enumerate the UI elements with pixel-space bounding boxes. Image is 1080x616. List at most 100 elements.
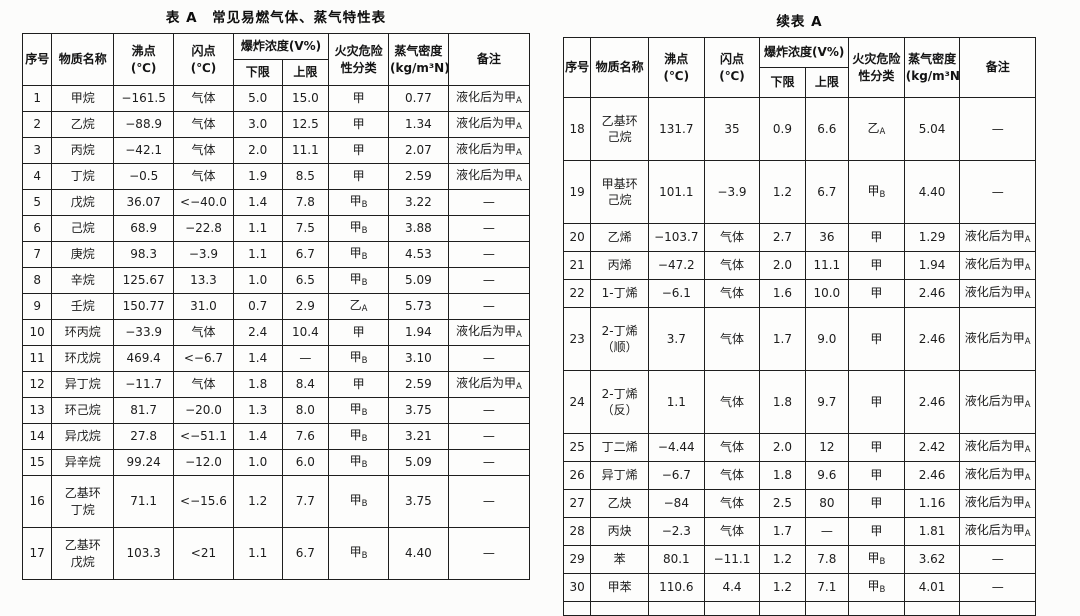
cell: 丙烷 <box>51 137 115 164</box>
cell: — <box>959 573 1036 602</box>
cell: 1.16 <box>903 489 961 518</box>
cell: 丁烷 <box>51 163 115 190</box>
cell: 甲B <box>328 449 389 476</box>
table-row: 8 辛烷 125.67 13.3 1.0 6.5 甲B 5.09— <box>21 267 531 294</box>
cell: 乙A <box>328 293 389 320</box>
cell: 甲烷 <box>51 85 115 112</box>
cell: 1-丁烯 <box>590 279 649 308</box>
cell: 98.3 <box>113 241 175 268</box>
table-row: 26 异丁烯 −6.7 气体 1.8 9.6 甲 2.46 液化后为甲A <box>562 461 1036 490</box>
cell: 气体 <box>703 461 761 490</box>
cell: −6.7 <box>647 461 705 490</box>
cell: 甲 <box>848 307 905 371</box>
header-lower-limit: 下限 <box>232 59 283 86</box>
cell: 1.4 <box>232 423 283 450</box>
cell: 11 <box>21 345 53 372</box>
table-a-continued-title: 续表 A <box>776 14 823 30</box>
cell: 11.1 <box>804 251 850 280</box>
cell: 15 <box>21 449 53 476</box>
cell: — <box>447 241 531 268</box>
cell: 10 <box>21 319 53 346</box>
cell: −12.0 <box>173 449 234 476</box>
cell: 2.46 <box>903 461 961 490</box>
cell: 甲 <box>848 223 905 252</box>
cell: 2.46 <box>903 279 961 308</box>
cell: 21 <box>562 251 592 280</box>
cell: 甲B <box>328 241 389 268</box>
cell: 2.59 <box>387 163 449 190</box>
cell: −42.1 <box>113 137 175 164</box>
cell: 20 <box>562 223 592 252</box>
cell: — <box>447 527 531 580</box>
cell: 469.4 <box>113 345 175 372</box>
cell: 甲 <box>848 370 905 434</box>
cell: 1.1 <box>232 241 283 268</box>
cell: 气体 <box>173 371 234 398</box>
table-row: 5 戊烷 36.07 <−40.0 1.4 7.8 甲B 3.22— <box>21 189 531 216</box>
cell: −3.9 <box>703 160 761 224</box>
table-row: 9 壬烷 150.77 31.0 0.7 2.9 乙A 5.73— <box>21 293 531 320</box>
cell: 24 <box>562 370 592 434</box>
cell: 甲 <box>848 461 905 490</box>
table-row: 23 2-丁烯 （顺） 3.7 气体 1.7 9.0 甲 2.46 液化后为甲A <box>562 307 1036 371</box>
cell: 液化后为甲A <box>959 279 1036 308</box>
cell: 5.73 <box>387 293 449 320</box>
table-row: 10 环丙烷 −33.9 气体 2.4 10.4 甲 1.94 液化后为甲A <box>21 319 531 346</box>
cell: — <box>804 517 850 546</box>
table-row: 4 丁烷 −0.5 气体 1.9 8.5 甲 2.59 液化后为甲A <box>21 163 531 190</box>
cell: 3.75 <box>387 475 449 528</box>
cell: 6 <box>21 215 53 242</box>
cell: 25 <box>562 433 592 462</box>
cell: 3.0 <box>232 111 283 138</box>
cell: 2-丁烯 （顺） <box>590 307 649 371</box>
cell: 气体 <box>173 137 234 164</box>
cell: 液化后为甲A <box>959 251 1036 280</box>
table-a: 序号 物质名称 沸点 (℃) 闪点 (℃) 爆炸浓度(V%) 火灾危险 性分类 … <box>21 33 531 580</box>
cell: 18 <box>562 97 592 161</box>
cutoff-partial-row <box>562 601 1036 616</box>
header-flash-point: 闪点 (℃) <box>703 37 761 98</box>
cell: 丙炔 <box>590 517 649 546</box>
cell: — <box>447 189 531 216</box>
cell: 3 <box>21 137 53 164</box>
table-row: 14 异戊烷 27.8 <−51.1 1.4 7.6 甲B 3.21— <box>21 423 531 450</box>
cell: 甲B <box>848 545 905 574</box>
table-row: 27 乙炔 −84 气体 2.5 80 甲 1.16 液化后为甲A <box>562 489 1036 518</box>
cell: −6.1 <box>647 279 705 308</box>
cell: 甲 <box>848 489 905 518</box>
cell: 乙基环 己烷 <box>590 97 649 161</box>
cell: 苯 <box>590 545 649 574</box>
cell: −0.5 <box>113 163 175 190</box>
cell: 99.24 <box>113 449 175 476</box>
cell: 6.7 <box>804 160 850 224</box>
cell: 19 <box>562 160 592 224</box>
header-vapor-density: 蒸气密度 (kg/m³N) <box>903 37 961 98</box>
cell: 5.09 <box>387 449 449 476</box>
cell: 8.0 <box>281 397 330 424</box>
cell: 辛烷 <box>51 267 115 294</box>
cell: 乙烷 <box>51 111 115 138</box>
cell: 7.6 <box>281 423 330 450</box>
cell: 7.1 <box>804 573 850 602</box>
cell: 2.0 <box>759 251 806 280</box>
cell: 4.53 <box>387 241 449 268</box>
cell: 101.1 <box>647 160 705 224</box>
cell: −4.44 <box>647 433 705 462</box>
cell: 2-丁烯 （反） <box>590 370 649 434</box>
cell: 1.0 <box>232 449 283 476</box>
cell: 12.5 <box>281 111 330 138</box>
cell: 4.01 <box>903 573 961 602</box>
cell: <−6.7 <box>173 345 234 372</box>
cell: 2.4 <box>232 319 283 346</box>
cell: 液化后为甲A <box>447 111 531 138</box>
cell: 气体 <box>703 307 761 371</box>
cell: 6.6 <box>804 97 850 161</box>
cell: 1.0 <box>232 267 283 294</box>
cell: 2.59 <box>387 371 449 398</box>
cell: 液化后为甲A <box>959 307 1036 371</box>
cell: 31.0 <box>173 293 234 320</box>
cell: 14 <box>21 423 53 450</box>
cell: −33.9 <box>113 319 175 346</box>
cell: 1.6 <box>759 279 806 308</box>
header-fire-hazard-class: 火灾危险 性分类 <box>848 37 905 98</box>
